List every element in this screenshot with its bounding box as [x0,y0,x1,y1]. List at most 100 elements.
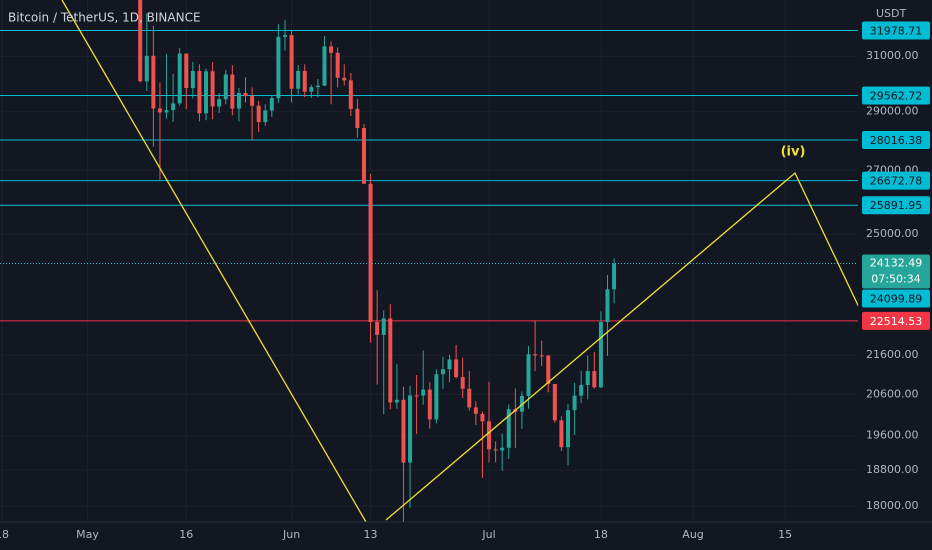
candle-body [243,92,248,97]
x-tick-label: 18 [594,528,608,541]
candle-body [217,99,222,107]
candle-body [598,321,603,388]
candle-body [546,355,551,384]
candle-body [427,389,432,420]
price-label: 29562.72 [870,90,923,103]
candle-body [164,110,169,113]
y-tick-label: 25000.00 [866,227,919,240]
drawings [61,0,858,522]
price-label: 31978.71 [870,25,923,38]
candle-body [440,369,445,375]
candle-body [552,383,557,421]
currency-label: USDT [876,7,907,20]
candle-body [408,395,413,463]
candle-body [309,87,314,92]
price-label-box [862,21,930,40]
candle-body [421,389,426,396]
candle-body [506,409,511,448]
candle-body [355,108,360,129]
y-tick-label: 29000.00 [866,104,919,117]
candle-body [487,421,492,450]
y-tick-label: 19600.00 [866,429,919,442]
candle-body [572,395,577,411]
y-tick-label: 31000.00 [866,49,919,62]
candle-body [381,318,386,335]
candle-body [526,354,531,396]
candle-body [236,92,241,109]
candle-body [447,359,452,370]
candle-body [223,74,228,100]
price-label-box [862,311,930,330]
candle-body [579,385,584,396]
candle-body [493,449,498,451]
candle-body [315,85,320,88]
candle-body [388,318,393,403]
candle-body [592,371,597,388]
x-tick-label: Jun [282,528,300,541]
candle-body [368,183,373,322]
last-price-box [862,254,930,289]
x-tick-label: May [76,528,99,541]
price-label-box [862,130,930,149]
second-price-label-box [862,289,930,308]
candle-body [269,98,274,111]
candle-body [171,103,176,111]
candle-body [151,55,156,109]
grid [0,0,858,522]
candle-body [263,110,268,123]
candle-body [533,354,538,356]
candle-body [197,70,202,114]
y-tick-label: 18000.00 [866,499,919,512]
candle-body [473,407,478,414]
candle-body [414,395,419,397]
candle-body [289,35,294,89]
candle-body [605,289,610,322]
x-tick-label: 15 [778,528,792,541]
candle-body [335,52,340,78]
candle-body [256,105,261,123]
candle-body [276,36,281,99]
candle-body [138,0,143,82]
candle-body [434,374,439,420]
candle-body [157,108,162,113]
price-label: 22514.53 [870,315,923,328]
candle-body [480,413,485,422]
candle-body [361,128,366,184]
x-tick-label: 13 [364,528,378,541]
candle-body [585,371,590,386]
candle-body [329,46,334,53]
candle-body [454,359,459,378]
candle-body [500,447,505,451]
candle-body [177,53,182,104]
candle-body [401,399,406,463]
candle-body [302,70,307,92]
trend-line [61,0,367,522]
candle-body [184,53,189,89]
candle-body [204,71,209,114]
candle-body [296,70,301,89]
candles [138,0,617,522]
x-tick-label: 16 [179,528,193,541]
x-tick-label: Aug [682,528,703,541]
x-tick-label: 18 [0,528,9,541]
candle-body [467,388,472,408]
second-price-label: 24099.89 [870,292,923,305]
price-label-box [862,196,930,215]
candle-body [348,80,353,109]
candle-body [250,96,255,106]
x-tick-label: Jul [481,528,495,541]
y-tick-label: 21600.00 [866,348,919,361]
wave-label: (iv) [781,145,806,160]
y-tick-label: 20600.00 [866,387,919,400]
candle-body [342,77,347,81]
candle-body [283,35,287,37]
countdown: 07:50:34 [871,272,920,285]
candle-body [322,46,327,86]
price-label-box [862,171,930,190]
candle-body [612,263,617,290]
candle-body [566,410,570,448]
candle-body [230,74,235,109]
price-label: 25891.95 [870,199,923,212]
